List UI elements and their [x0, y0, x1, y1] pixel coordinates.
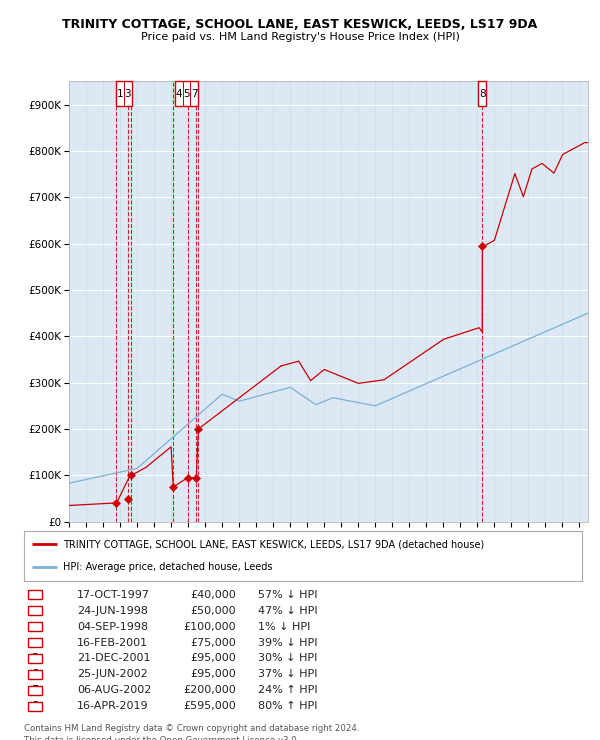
Text: 1: 1	[31, 590, 38, 600]
Bar	[175, 81, 198, 106]
Text: £40,000: £40,000	[190, 590, 236, 600]
Text: £595,000: £595,000	[183, 701, 236, 711]
Text: 16-FEB-2001: 16-FEB-2001	[77, 637, 148, 648]
Text: HPI: Average price, detached house, Leeds: HPI: Average price, detached house, Leed…	[63, 562, 272, 572]
Bar	[28, 670, 42, 679]
Text: 2: 2	[31, 605, 38, 616]
Text: 5: 5	[31, 653, 38, 664]
Text: 47% ↓ HPI: 47% ↓ HPI	[259, 605, 318, 616]
Text: TRINITY COTTAGE, SCHOOL LANE, EAST KESWICK, LEEDS, LS17 9DA (detached house): TRINITY COTTAGE, SCHOOL LANE, EAST KESWI…	[63, 539, 484, 549]
Text: £100,000: £100,000	[184, 622, 236, 632]
Text: £75,000: £75,000	[190, 637, 236, 648]
Text: 37% ↓ HPI: 37% ↓ HPI	[259, 669, 318, 679]
Text: 5: 5	[183, 89, 190, 98]
Text: £95,000: £95,000	[190, 653, 236, 664]
Bar	[28, 622, 42, 631]
Text: 7: 7	[31, 685, 38, 696]
Text: TRINITY COTTAGE, SCHOOL LANE, EAST KESWICK, LEEDS, LS17 9DA: TRINITY COTTAGE, SCHOOL LANE, EAST KESWI…	[62, 18, 538, 32]
Bar	[28, 654, 42, 663]
Bar	[28, 686, 42, 695]
Text: 25-JUN-2002: 25-JUN-2002	[77, 669, 148, 679]
Text: 24-JUN-1998: 24-JUN-1998	[77, 605, 148, 616]
Text: 39% ↓ HPI: 39% ↓ HPI	[259, 637, 318, 648]
Text: 3: 3	[124, 89, 131, 98]
Text: 4: 4	[31, 637, 38, 648]
Text: 16-APR-2019: 16-APR-2019	[77, 701, 149, 711]
Text: 6: 6	[31, 669, 38, 679]
Text: 17-OCT-1997: 17-OCT-1997	[77, 590, 150, 600]
Text: 80% ↑ HPI: 80% ↑ HPI	[259, 701, 318, 711]
Text: 04-SEP-1998: 04-SEP-1998	[77, 622, 148, 632]
Text: 30% ↓ HPI: 30% ↓ HPI	[259, 653, 318, 664]
Text: 3: 3	[31, 622, 38, 632]
Bar	[478, 81, 486, 106]
Text: £200,000: £200,000	[183, 685, 236, 696]
Text: 8: 8	[479, 89, 485, 98]
Bar	[28, 702, 42, 710]
Text: 1% ↓ HPI: 1% ↓ HPI	[259, 622, 311, 632]
Text: 7: 7	[191, 89, 197, 98]
Text: 8: 8	[31, 701, 38, 711]
Text: Price paid vs. HM Land Registry's House Price Index (HPI): Price paid vs. HM Land Registry's House …	[140, 32, 460, 42]
Text: 57% ↓ HPI: 57% ↓ HPI	[259, 590, 318, 600]
Text: £50,000: £50,000	[190, 605, 236, 616]
Text: Contains HM Land Registry data © Crown copyright and database right 2024.
This d: Contains HM Land Registry data © Crown c…	[24, 724, 359, 740]
Bar	[28, 638, 42, 647]
Text: 24% ↑ HPI: 24% ↑ HPI	[259, 685, 318, 696]
Bar	[28, 591, 42, 599]
Text: £95,000: £95,000	[190, 669, 236, 679]
Text: 1: 1	[117, 89, 124, 98]
Text: 06-AUG-2002: 06-AUG-2002	[77, 685, 151, 696]
Bar	[116, 81, 131, 106]
Bar	[28, 606, 42, 615]
Text: 4: 4	[175, 89, 182, 98]
Text: 21-DEC-2001: 21-DEC-2001	[77, 653, 151, 664]
